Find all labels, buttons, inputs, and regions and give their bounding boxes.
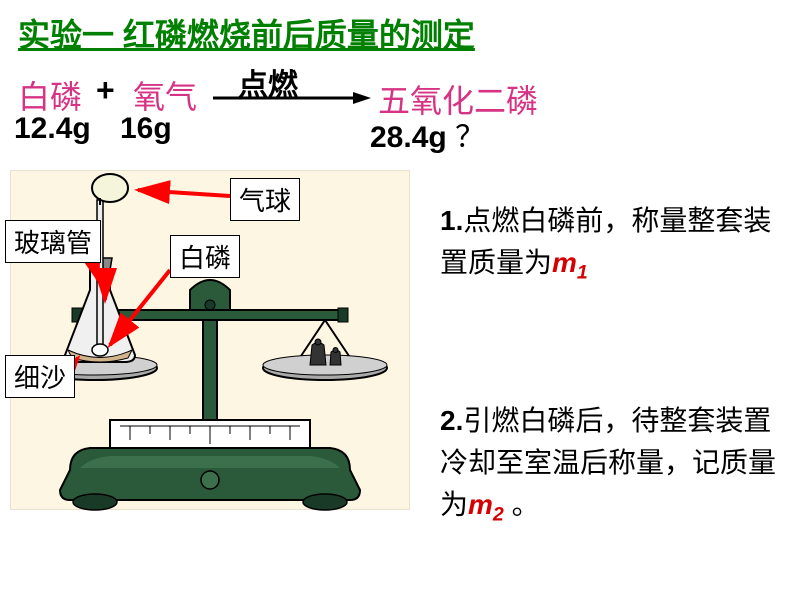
reaction-arrow bbox=[213, 90, 373, 110]
label-sand: 细沙 bbox=[5, 355, 75, 398]
mass-reactant-1: 12.4g bbox=[14, 112, 91, 146]
label-white-phosphorus: 白磷 bbox=[170, 235, 240, 278]
label-balloon: 气球 bbox=[230, 178, 300, 221]
step-2: 2.引燃白磷后，待整套装置冷却至室温后称量，记质量为m2 。 bbox=[440, 400, 790, 530]
label-glass-tube: 玻璃管 bbox=[5, 220, 101, 263]
mass-product: 28.4g ？ bbox=[370, 112, 485, 156]
step-2-num: 2. bbox=[440, 405, 463, 436]
step-1-num: 1. bbox=[440, 205, 463, 236]
step-1-text: 点燃白磷前，称量整套装置质量为 bbox=[440, 205, 771, 278]
mass-reactant-2: 16g bbox=[120, 112, 172, 146]
variable-m1: m1 bbox=[552, 247, 588, 278]
page-title: 实验一 红磷燃烧前后质量的测定 bbox=[18, 10, 475, 56]
plus-sign: + bbox=[96, 72, 115, 109]
step-1: 1.点燃白磷前，称量整套装置质量为m1 bbox=[440, 200, 790, 288]
label-arrows bbox=[10, 160, 430, 510]
variable-m2: m2 bbox=[468, 489, 504, 520]
apparatus-diagram: 气球 玻璃管 白磷 细沙 bbox=[10, 160, 430, 590]
